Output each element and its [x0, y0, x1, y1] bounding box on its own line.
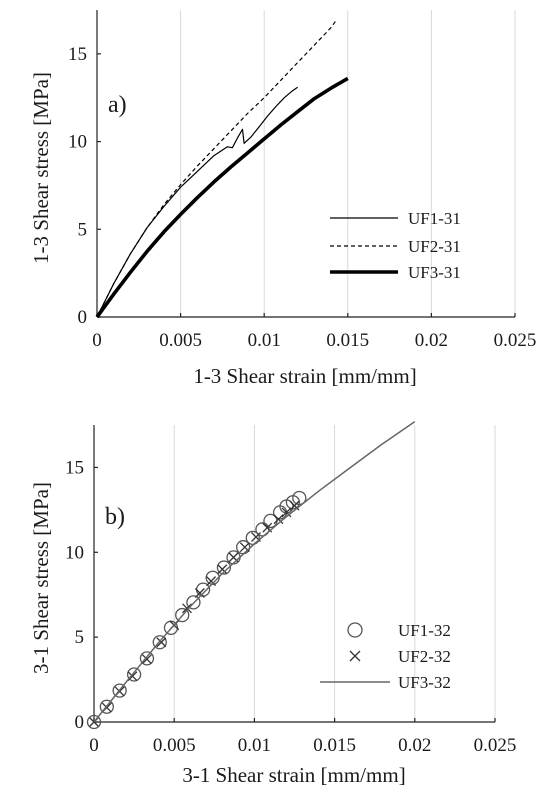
legend-swatch-uf1-32	[347, 622, 363, 638]
panel-a-y-axis-label: 1-3 Shear stress [MPa]	[29, 72, 53, 264]
panel-b-y-tick-label: 15	[65, 457, 84, 478]
panel-b-grid	[173, 425, 496, 722]
panel-b-series	[86, 420, 416, 730]
panel-b-x-axis-label: 3-1 Shear strain [mm/mm]	[182, 763, 405, 787]
legend-label-uf2-31: UF2-31	[408, 237, 461, 256]
data-point-uf1-32	[112, 683, 127, 698]
data-point-uf1-32	[126, 667, 142, 682]
panel-a-grid	[180, 10, 516, 317]
panel-b-x-tick-label: 0	[89, 735, 99, 756]
panel-a-ticks: 0 0.005 0.01 0.015 0.02 0.025 0 5 10 15	[68, 44, 536, 351]
data-point-uf2-32	[217, 564, 228, 575]
panel-a-x-tick-label: 0.015	[326, 330, 369, 351]
panel-b-ticks: 0 0.005 0.01 0.015 0.02 0.025 0 5 10 15	[65, 457, 516, 756]
data-point-uf1-32	[99, 699, 114, 714]
data-point-uf2-32	[127, 671, 138, 682]
series-line-uf3-31	[95, 76, 349, 319]
data-point-uf2-32	[273, 514, 284, 525]
legend-label-uf3-32: UF3-32	[398, 673, 451, 692]
data-point-uf2-32	[156, 637, 167, 648]
data-point-uf1-32	[175, 607, 190, 623]
panel-a-y-tick-label: 15	[68, 44, 87, 65]
data-point-uf1-32	[216, 560, 232, 575]
series-line-uf2-31	[96, 20, 337, 318]
panel-b-chart: 0 0.005 0.01 0.015 0.02 0.025 0 5 10 15 b) 3-1 Sh…	[29, 420, 516, 787]
data-point-uf2-32	[141, 654, 152, 665]
panel-a-x-tick-label: 0.02	[415, 330, 448, 351]
legend-label-uf2-32: UF2-32	[398, 647, 451, 666]
panel-b-x-tick-label: 0.02	[398, 735, 431, 756]
panel-b-y-tick-label: 5	[75, 627, 85, 648]
panel-a-y-tick-label: 10	[68, 132, 87, 153]
legend-swatch-uf2-32	[349, 650, 361, 662]
panel-b-x-tick-label: 0.01	[238, 735, 271, 756]
panel-b-legend: UF1-32 UF2-32 UF3-32	[320, 621, 451, 692]
legend-label-uf1-32: UF1-32	[398, 621, 451, 640]
panel-a-label: a)	[108, 92, 127, 118]
data-point-uf1-32	[86, 714, 102, 730]
legend-label-uf3-31: UF3-31	[408, 263, 461, 282]
panel-b-y-tick-label: 10	[65, 542, 84, 563]
data-point-uf2-32	[281, 507, 292, 518]
panel-a-y-tick-label: 0	[78, 307, 88, 328]
data-point-uf1-32	[186, 595, 201, 610]
panel-a-x-tick-label: 0.005	[159, 330, 202, 351]
panel-b-y-axis-label: 3-1 Shear stress [MPa]	[29, 482, 53, 674]
panel-b-y-tick-label: 0	[75, 712, 85, 733]
panel-a-chart: 0 0.005 0.01 0.015 0.02 0.025 0 5 10 15 a) 1-3 Sh…	[29, 10, 536, 388]
panel-b-x-tick-label: 0.005	[153, 735, 196, 756]
data-point-uf2-32	[206, 576, 217, 587]
data-point-uf2-32	[194, 588, 205, 598]
panel-a-y-tick-label: 5	[78, 219, 88, 240]
panel-b-x-tick-label: 0.025	[474, 735, 517, 756]
panel-a-x-tick-label: 0.01	[248, 330, 281, 351]
panel-b-axes	[93, 425, 495, 723]
panel-a-axes	[96, 10, 515, 318]
panel-a-x-tick-label: 0.025	[494, 330, 537, 351]
panel-a-x-axis-label: 1-3 Shear strain [mm/mm]	[193, 364, 416, 388]
series-line-uf3-32	[93, 420, 416, 723]
panel-b-x-tick-label: 0.015	[313, 735, 356, 756]
data-point-uf1-32	[292, 490, 307, 506]
panel-a-series	[95, 20, 349, 319]
data-point-uf1-32	[139, 651, 155, 666]
panel-a-legend: UF1-31 UF2-31 UF3-31	[330, 209, 461, 282]
data-point-uf1-32	[152, 635, 167, 650]
legend-label-uf1-31: UF1-31	[408, 209, 461, 228]
data-point-uf2-32	[182, 603, 192, 614]
panel-a-x-tick-label: 0	[92, 330, 102, 351]
panel-b-label: b)	[105, 504, 125, 530]
